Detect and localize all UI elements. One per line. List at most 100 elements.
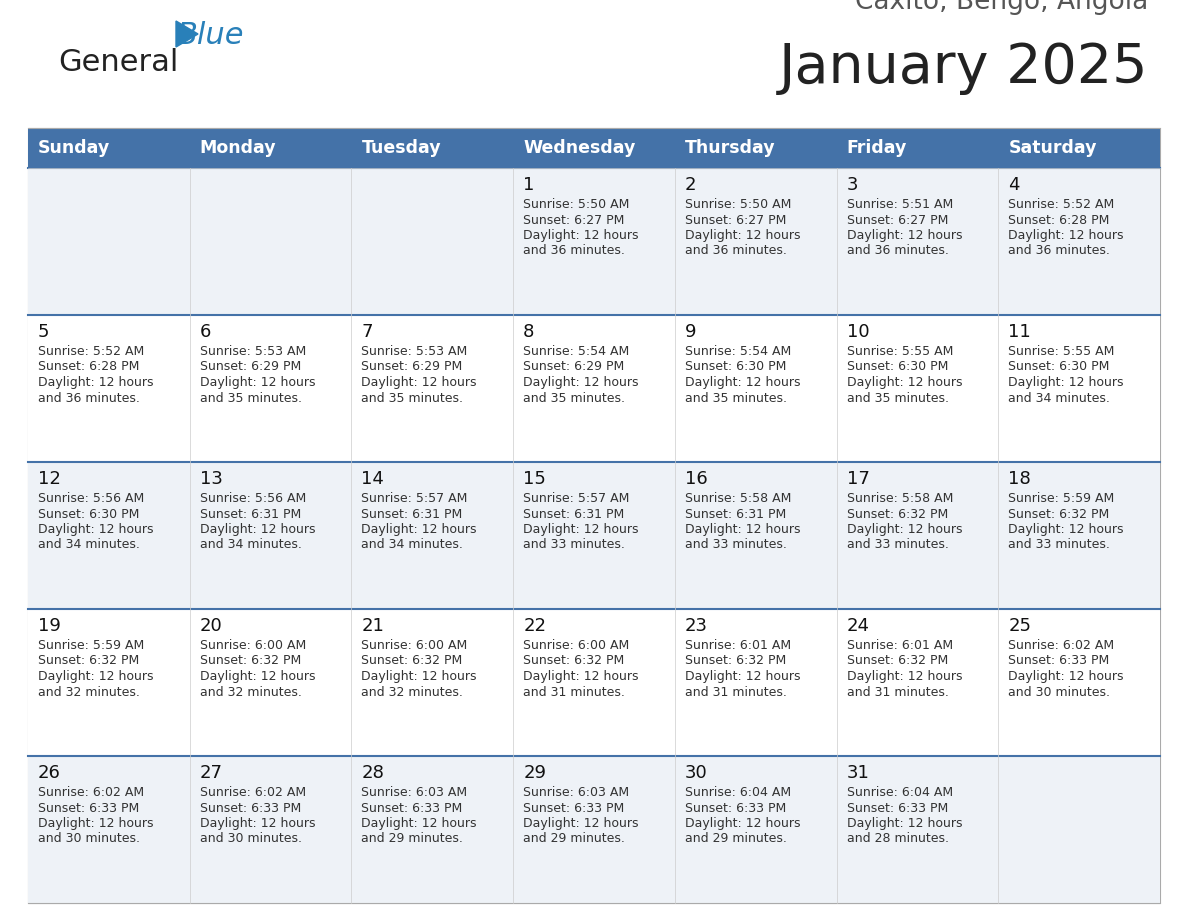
Text: 22: 22 [523,617,546,635]
Text: 24: 24 [847,617,870,635]
Text: Tuesday: Tuesday [361,139,441,157]
Bar [29,462,1159,609]
Text: Sunrise: 6:03 AM: Sunrise: 6:03 AM [361,786,468,799]
Text: Sunset: 6:33 PM: Sunset: 6:33 PM [361,801,462,814]
Text: 1: 1 [523,176,535,194]
Text: Daylight: 12 hours: Daylight: 12 hours [847,229,962,242]
Text: Daylight: 12 hours: Daylight: 12 hours [523,229,639,242]
Text: 28: 28 [361,764,384,782]
Text: Sunrise: 5:50 AM: Sunrise: 5:50 AM [523,198,630,211]
Text: and 36 minutes.: and 36 minutes. [523,244,625,258]
Text: Daylight: 12 hours: Daylight: 12 hours [1009,670,1124,683]
Text: Sunrise: 5:51 AM: Sunrise: 5:51 AM [847,198,953,211]
Text: Sunrise: 6:02 AM: Sunrise: 6:02 AM [200,786,305,799]
Text: Sunrise: 5:56 AM: Sunrise: 5:56 AM [200,492,307,505]
Text: Sunset: 6:30 PM: Sunset: 6:30 PM [1009,361,1110,374]
Text: Sunset: 6:29 PM: Sunset: 6:29 PM [200,361,301,374]
Text: and 35 minutes.: and 35 minutes. [361,391,463,405]
Text: Daylight: 12 hours: Daylight: 12 hours [361,523,476,536]
Text: and 35 minutes.: and 35 minutes. [847,391,948,405]
Text: Sunrise: 6:04 AM: Sunrise: 6:04 AM [684,786,791,799]
Text: Sunrise: 5:57 AM: Sunrise: 5:57 AM [523,492,630,505]
Text: 10: 10 [847,323,870,341]
Text: Daylight: 12 hours: Daylight: 12 hours [1009,229,1124,242]
Text: Daylight: 12 hours: Daylight: 12 hours [684,376,801,389]
Text: and 32 minutes.: and 32 minutes. [200,686,302,699]
Text: 4: 4 [1009,176,1019,194]
Text: General: General [58,48,178,77]
Text: Sunrise: 6:02 AM: Sunrise: 6:02 AM [38,786,144,799]
Text: Daylight: 12 hours: Daylight: 12 hours [523,817,639,830]
Text: and 30 minutes.: and 30 minutes. [1009,686,1111,699]
Text: Sunrise: 5:58 AM: Sunrise: 5:58 AM [684,492,791,505]
Text: Friday: Friday [847,139,906,157]
Text: Daylight: 12 hours: Daylight: 12 hours [523,376,639,389]
Text: Sunset: 6:27 PM: Sunset: 6:27 PM [684,214,786,227]
Text: and 29 minutes.: and 29 minutes. [684,833,786,845]
Text: 20: 20 [200,617,222,635]
Text: 6: 6 [200,323,211,341]
Text: Daylight: 12 hours: Daylight: 12 hours [523,523,639,536]
Text: Daylight: 12 hours: Daylight: 12 hours [1009,523,1124,536]
Text: Sunrise: 5:55 AM: Sunrise: 5:55 AM [1009,345,1114,358]
Text: 13: 13 [200,470,222,488]
Text: Sunset: 6:30 PM: Sunset: 6:30 PM [684,361,786,374]
Text: and 32 minutes.: and 32 minutes. [361,686,463,699]
Text: 16: 16 [684,470,708,488]
Text: 21: 21 [361,617,384,635]
Text: Sunday: Sunday [38,139,110,157]
Text: Daylight: 12 hours: Daylight: 12 hours [684,229,801,242]
Text: and 33 minutes.: and 33 minutes. [1009,539,1110,552]
Text: Sunset: 6:30 PM: Sunset: 6:30 PM [847,361,948,374]
Text: Sunrise: 5:53 AM: Sunrise: 5:53 AM [200,345,307,358]
Text: and 36 minutes.: and 36 minutes. [1009,244,1110,258]
Text: Daylight: 12 hours: Daylight: 12 hours [523,670,639,683]
Text: Sunset: 6:31 PM: Sunset: 6:31 PM [361,508,462,521]
Text: Sunrise: 5:59 AM: Sunrise: 5:59 AM [1009,492,1114,505]
Bar [836,128,998,168]
Text: 31: 31 [847,764,870,782]
Text: Daylight: 12 hours: Daylight: 12 hours [38,670,153,683]
Bar [29,756,1159,903]
Text: Daylight: 12 hours: Daylight: 12 hours [38,523,153,536]
Text: 23: 23 [684,617,708,635]
Text: 8: 8 [523,323,535,341]
Text: 15: 15 [523,470,546,488]
Text: and 36 minutes.: and 36 minutes. [684,244,786,258]
Text: and 35 minutes.: and 35 minutes. [200,391,302,405]
Text: Daylight: 12 hours: Daylight: 12 hours [847,523,962,536]
Text: Daylight: 12 hours: Daylight: 12 hours [847,670,962,683]
Text: Sunrise: 5:54 AM: Sunrise: 5:54 AM [523,345,630,358]
Text: 2: 2 [684,176,696,194]
Text: 14: 14 [361,470,384,488]
Text: Sunrise: 5:59 AM: Sunrise: 5:59 AM [38,639,144,652]
Text: 25: 25 [1009,617,1031,635]
Text: and 29 minutes.: and 29 minutes. [523,833,625,845]
Text: 3: 3 [847,176,858,194]
Text: and 36 minutes.: and 36 minutes. [847,244,948,258]
Text: Sunrise: 5:52 AM: Sunrise: 5:52 AM [38,345,144,358]
Text: Sunrise: 6:00 AM: Sunrise: 6:00 AM [361,639,468,652]
Text: Daylight: 12 hours: Daylight: 12 hours [1009,376,1124,389]
Text: Sunset: 6:32 PM: Sunset: 6:32 PM [38,655,139,667]
Bar [998,128,1159,168]
Text: Daylight: 12 hours: Daylight: 12 hours [361,670,476,683]
Text: Sunset: 6:31 PM: Sunset: 6:31 PM [523,508,625,521]
Text: Sunrise: 5:58 AM: Sunrise: 5:58 AM [847,492,953,505]
Text: Sunset: 6:32 PM: Sunset: 6:32 PM [1009,508,1110,521]
Text: and 36 minutes.: and 36 minutes. [38,391,140,405]
Bar [352,128,513,168]
Text: and 34 minutes.: and 34 minutes. [1009,391,1110,405]
Text: Sunrise: 6:04 AM: Sunrise: 6:04 AM [847,786,953,799]
Text: Sunset: 6:27 PM: Sunset: 6:27 PM [523,214,625,227]
Text: Sunset: 6:32 PM: Sunset: 6:32 PM [847,508,948,521]
Text: Daylight: 12 hours: Daylight: 12 hours [847,817,962,830]
Text: 7: 7 [361,323,373,341]
Bar [513,128,675,168]
Text: 5: 5 [38,323,50,341]
Text: Daylight: 12 hours: Daylight: 12 hours [684,523,801,536]
Bar [29,315,1159,462]
Text: and 30 minutes.: and 30 minutes. [200,833,302,845]
Bar [29,128,190,168]
Text: and 29 minutes.: and 29 minutes. [361,833,463,845]
